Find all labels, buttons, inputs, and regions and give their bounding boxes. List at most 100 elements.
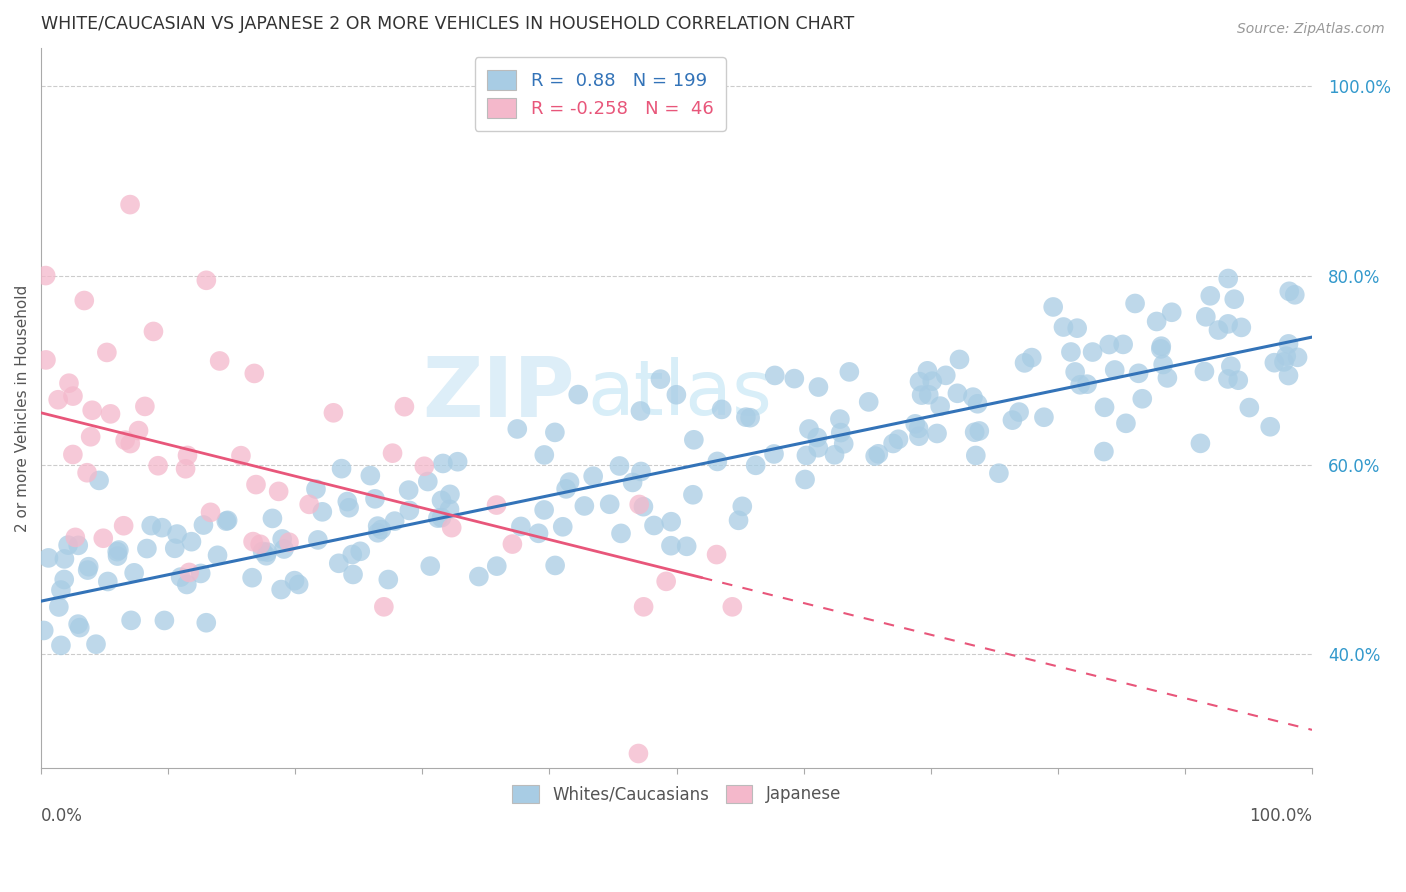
Point <box>328 556 350 570</box>
Point <box>69 621 91 635</box>
Point <box>1076 377 1098 392</box>
Point <box>1115 417 1137 431</box>
Point <box>1189 436 1212 450</box>
Point <box>1216 317 1239 331</box>
Point <box>650 372 672 386</box>
Point <box>1160 305 1182 319</box>
Point <box>665 388 688 402</box>
Point <box>544 558 567 573</box>
Point <box>207 549 229 563</box>
Point <box>721 599 744 614</box>
Point <box>796 449 818 463</box>
Point <box>828 412 851 426</box>
Point <box>1277 368 1299 383</box>
Point <box>1123 296 1146 310</box>
Point <box>868 447 890 461</box>
Y-axis label: 2 or more Vehicles in Household: 2 or more Vehicles in Household <box>15 285 30 532</box>
Point <box>904 417 927 431</box>
Point <box>706 548 728 562</box>
Point <box>882 436 904 450</box>
Point <box>807 380 830 394</box>
Point <box>373 599 395 614</box>
Point <box>215 514 238 528</box>
Point <box>485 498 508 512</box>
Point <box>398 503 420 517</box>
Legend: Whites/Caucasians, Japanese: Whites/Caucasians, Japanese <box>502 774 851 814</box>
Point <box>439 487 461 501</box>
Point <box>349 544 371 558</box>
Point <box>271 532 294 546</box>
Point <box>1104 363 1126 377</box>
Point <box>627 747 650 761</box>
Point <box>367 525 389 540</box>
Point <box>377 573 399 587</box>
Point <box>298 497 321 511</box>
Text: WHITE/CAUCASIAN VS JAPANESE 2 OR MORE VEHICLES IN HOUSEHOLD CORRELATION CHART: WHITE/CAUCASIAN VS JAPANESE 2 OR MORE VE… <box>41 15 855 33</box>
Point <box>48 599 70 614</box>
Point <box>1272 355 1295 369</box>
Point <box>1258 419 1281 434</box>
Point <box>682 433 704 447</box>
Point <box>969 424 991 438</box>
Point <box>610 526 633 541</box>
Point <box>675 539 697 553</box>
Point <box>1278 285 1301 299</box>
Point <box>1128 367 1150 381</box>
Point <box>67 617 90 632</box>
Point <box>254 549 277 563</box>
Point <box>925 426 948 441</box>
Point <box>659 515 682 529</box>
Point <box>633 599 655 614</box>
Point <box>112 518 135 533</box>
Point <box>105 544 128 558</box>
Point <box>630 465 652 479</box>
Point <box>242 534 264 549</box>
Point <box>56 538 79 552</box>
Point <box>544 425 567 440</box>
Point <box>97 574 120 589</box>
Point <box>62 448 84 462</box>
Point <box>146 458 169 473</box>
Point <box>682 488 704 502</box>
Point <box>630 404 652 418</box>
Point <box>120 197 142 211</box>
Point <box>1219 359 1241 374</box>
Point <box>744 458 766 473</box>
Point <box>432 457 454 471</box>
Point <box>49 583 72 598</box>
Point <box>858 395 880 409</box>
Point <box>1032 410 1054 425</box>
Point <box>907 421 929 435</box>
Point <box>84 637 107 651</box>
Point <box>917 364 939 378</box>
Point <box>1284 287 1306 301</box>
Point <box>440 521 463 535</box>
Point <box>832 437 855 451</box>
Point <box>256 545 278 559</box>
Point <box>252 544 274 558</box>
Point <box>1208 323 1230 337</box>
Point <box>96 345 118 359</box>
Point <box>342 567 364 582</box>
Point <box>195 273 218 287</box>
Point <box>262 511 284 525</box>
Point <box>65 530 87 544</box>
Point <box>1001 413 1024 427</box>
Point <box>609 458 631 473</box>
Point <box>53 552 76 566</box>
Point <box>142 325 165 339</box>
Point <box>135 541 157 556</box>
Point <box>364 491 387 506</box>
Point <box>430 510 453 524</box>
Point <box>551 520 574 534</box>
Point <box>153 614 176 628</box>
Point <box>1069 377 1091 392</box>
Point <box>929 399 952 413</box>
Point <box>965 449 987 463</box>
Point <box>962 390 984 404</box>
Point <box>342 548 364 562</box>
Point <box>176 449 198 463</box>
Point <box>179 566 201 580</box>
Point <box>249 537 271 551</box>
Point <box>1094 401 1116 415</box>
